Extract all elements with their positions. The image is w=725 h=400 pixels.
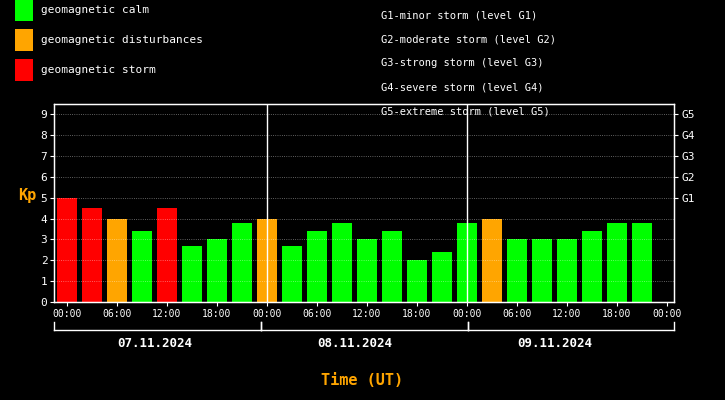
Bar [82, 208, 102, 302]
Bar [432, 252, 452, 302]
Bar [531, 240, 552, 302]
Bar [107, 219, 127, 302]
Bar [607, 223, 626, 302]
Bar [482, 219, 502, 302]
Bar [57, 198, 77, 302]
Text: 07.11.2024: 07.11.2024 [117, 337, 192, 350]
Bar [232, 223, 252, 302]
Bar [581, 231, 602, 302]
Text: 08.11.2024: 08.11.2024 [317, 337, 392, 350]
Bar [457, 223, 477, 302]
Text: Time (UT): Time (UT) [321, 373, 404, 388]
Text: 09.11.2024: 09.11.2024 [517, 337, 592, 350]
Bar [507, 240, 527, 302]
Text: G4-severe storm (level G4): G4-severe storm (level G4) [381, 82, 543, 92]
Bar [631, 223, 652, 302]
Y-axis label: Kp: Kp [17, 188, 36, 203]
Bar [307, 231, 327, 302]
Bar [257, 219, 277, 302]
Bar [132, 231, 152, 302]
Bar [157, 208, 177, 302]
Text: G5-extreme storm (level G5): G5-extreme storm (level G5) [381, 106, 550, 116]
Text: G2-moderate storm (level G2): G2-moderate storm (level G2) [381, 34, 555, 44]
Bar [557, 240, 577, 302]
Text: geomagnetic storm: geomagnetic storm [41, 65, 156, 75]
Bar [182, 246, 202, 302]
Bar [207, 240, 227, 302]
Bar [407, 260, 427, 302]
Text: G3-strong storm (level G3): G3-strong storm (level G3) [381, 58, 543, 68]
Bar [332, 223, 352, 302]
Bar [282, 246, 302, 302]
Text: G1-minor storm (level G1): G1-minor storm (level G1) [381, 10, 537, 20]
Text: geomagnetic disturbances: geomagnetic disturbances [41, 35, 203, 45]
Bar [382, 231, 402, 302]
Text: geomagnetic calm: geomagnetic calm [41, 5, 149, 15]
Bar [357, 240, 377, 302]
